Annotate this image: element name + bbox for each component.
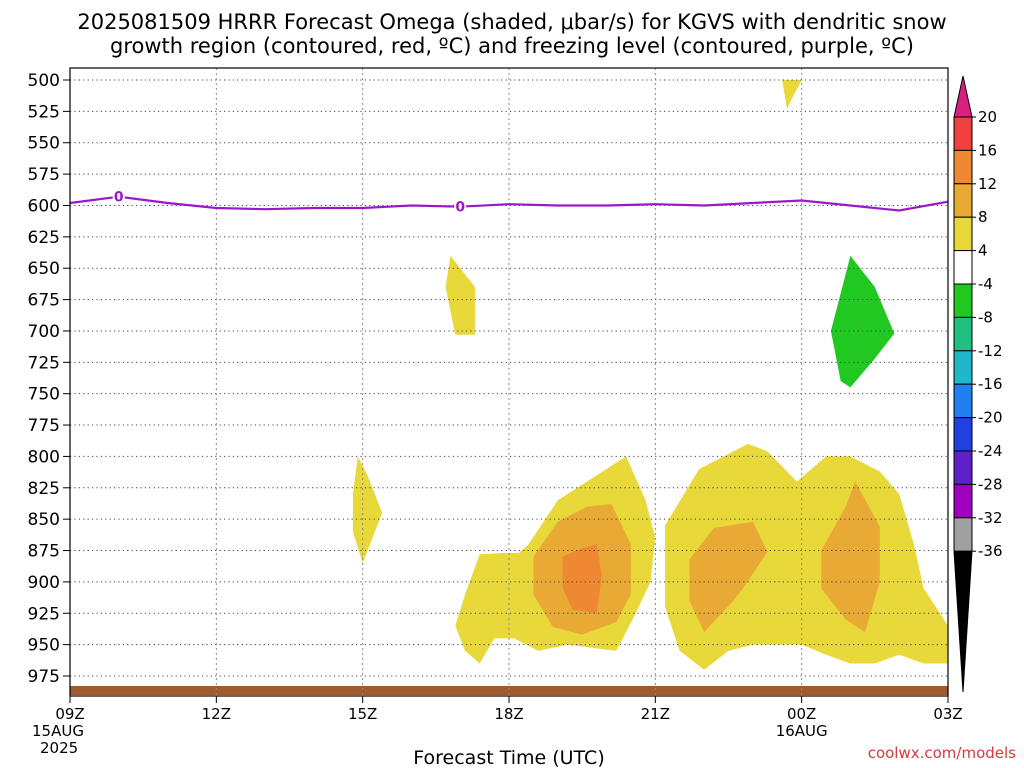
colorbar-label-1: 16 [978, 141, 997, 159]
y-tick-label-700: 700 [28, 322, 60, 342]
colorbar-swatch-6 [953, 283, 973, 318]
colorbar-label-4: 4 [978, 242, 988, 260]
colorbar-swatch-4 [953, 216, 973, 252]
colorbar-label-9: -20 [978, 409, 1003, 427]
freezing-level-contour: 00 [69, 188, 949, 216]
x-tick-year: 2025 [40, 739, 78, 757]
y-tick-label-675: 675 [28, 291, 60, 311]
colorbar-swatch-1 [953, 116, 973, 151]
omega-region-1 [445, 255, 475, 335]
colorbar-swatch-5 [953, 250, 973, 285]
colorbar-swatch-8 [953, 350, 973, 385]
y-tick-label-950: 950 [28, 636, 60, 656]
colorbar-label-3: 8 [978, 208, 988, 226]
chart-title-line2: growth region (contoured, red, ºC) and f… [110, 34, 914, 58]
x-axis-label: Forecast Time (UTC) [413, 747, 604, 768]
omega-region-7 [821, 481, 880, 633]
x-tick-label-12Z: 12Z [202, 705, 231, 723]
colorbar-label-12: -32 [978, 509, 1003, 527]
omega-region-2 [352, 456, 383, 564]
y-tick-label-725: 725 [28, 353, 60, 373]
colorbar-label-7: -12 [978, 342, 1003, 360]
colorbar-label-6: -8 [978, 308, 993, 326]
freezing-level-line [69, 195, 949, 212]
y-tick-label-600: 600 [28, 196, 60, 216]
x-tick-label-09Z: 09Z [55, 705, 84, 723]
colorbar-label-13: -36 [978, 542, 1003, 560]
y-tick-label-625: 625 [28, 228, 60, 248]
y-tick-label-575: 575 [28, 165, 60, 185]
omega-shaded-regions [352, 80, 948, 670]
credit-text: coolwx.com/models [868, 744, 1016, 762]
x-tick-label-15Z: 15Z [348, 705, 377, 723]
y-tick-label-875: 875 [28, 542, 60, 562]
colorbar-label-5: -4 [978, 275, 993, 293]
x-tick-date-16AUG: 16AUG [776, 722, 828, 740]
colorbar-swatch-10 [953, 417, 973, 452]
plot-grid [69, 68, 949, 696]
freezing-label-bg-1 [454, 198, 467, 215]
colorbar-label-10: -24 [978, 442, 1003, 460]
omega-region-8 [562, 544, 602, 614]
y-tick-label-500: 500 [28, 71, 60, 91]
colorbar-swatch-2 [953, 149, 973, 185]
y-axis-ticks: 500 525 550 575 600 625 650 675 700 725 750 775 800 8… [28, 71, 70, 687]
x-tick-label-18Z: 18Z [494, 705, 523, 723]
freezing-level-label-0: 0 [114, 190, 124, 206]
y-tick-label-650: 650 [28, 259, 60, 279]
surface-ground [70, 686, 948, 695]
y-tick-label-775: 775 [28, 416, 60, 436]
x-tick-date-15AUG: 15AUG [32, 722, 84, 740]
colorbar-swatch-11 [953, 450, 973, 485]
y-tick-label-825: 825 [28, 479, 60, 499]
freezing-level-label-1: 0 [455, 200, 465, 216]
colorbar-label-0: 20 [978, 108, 997, 126]
colorbar-label-8: -16 [978, 375, 1003, 393]
y-tick-label-850: 850 [28, 510, 60, 530]
omega-region-4 [665, 443, 948, 670]
colorbar-label-11: -28 [978, 475, 1003, 493]
y-tick-label-900: 900 [28, 573, 60, 593]
colorbar-arrow-top [953, 75, 973, 118]
x-tick-label-21Z: 21Z [641, 705, 670, 723]
omega-region-6 [689, 521, 768, 633]
omega-region-9 [830, 255, 895, 388]
chart-title-line1: 2025081509 HRRR Forecast Omega (shaded, … [77, 10, 946, 34]
colorbar-arrow-bottom [953, 550, 973, 693]
y-tick-label-525: 525 [28, 102, 60, 122]
x-tick-label-03Z: 03Z [933, 705, 962, 723]
omega-region-0 [782, 80, 802, 109]
colorbar-swatch-3 [953, 183, 973, 218]
freezing-label-bg-0 [112, 188, 125, 205]
colorbar-swatch-12 [953, 483, 973, 519]
y-tick-label-800: 800 [28, 447, 60, 467]
x-tick-label-00Z: 00Z [787, 705, 816, 723]
omega-colorbar: 20 16 12 8 4 -4 -8 -12 -16 -20 -24 -28 -32 -36 [953, 75, 1003, 693]
y-tick-label-975: 975 [28, 667, 60, 687]
colorbar-label-2: 12 [978, 175, 997, 193]
y-tick-label-750: 750 [28, 385, 60, 405]
colorbar-swatch-13 [953, 517, 973, 552]
y-tick-label-925: 925 [28, 604, 60, 624]
colorbar-swatch-9 [953, 383, 973, 419]
colorbar-swatch-7 [953, 316, 973, 352]
y-tick-label-550: 550 [28, 134, 60, 154]
